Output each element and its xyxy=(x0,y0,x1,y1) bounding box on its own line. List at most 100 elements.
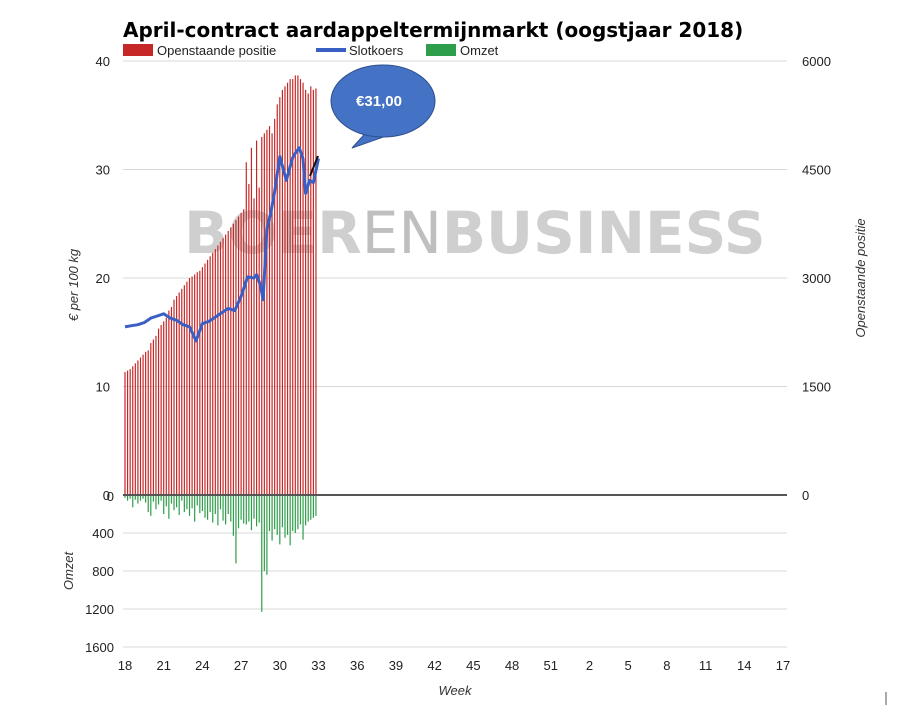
openstaande-bar xyxy=(186,281,188,495)
openstaande-bar xyxy=(315,88,317,495)
omzet-bars xyxy=(124,495,317,612)
x-tick: 39 xyxy=(389,658,403,673)
left-axis-ticks: 0 10 20 30 40 xyxy=(96,54,110,503)
openstaande-bar xyxy=(181,288,183,495)
openstaande-bar xyxy=(243,209,245,496)
omzet-bar xyxy=(245,495,247,525)
omzet-bar xyxy=(256,495,258,527)
omzet-bar xyxy=(302,495,304,540)
y-right-tick: 4500 xyxy=(802,163,831,178)
omzet-bar xyxy=(243,495,245,524)
y-omzet-tick: 1600 xyxy=(85,640,114,655)
openstaande-bar xyxy=(196,272,198,495)
omzet-bar xyxy=(310,495,312,520)
omzet-bar xyxy=(227,495,229,514)
omzet-bar xyxy=(299,495,302,525)
omzet-bar xyxy=(155,495,157,510)
x-tick: 11 xyxy=(699,658,713,673)
openstaande-bar xyxy=(222,238,224,495)
omzet-bar xyxy=(312,495,314,518)
y-right-tick: 3000 xyxy=(802,271,831,286)
omzet-bar xyxy=(230,495,232,522)
openstaande-bar xyxy=(305,89,307,495)
y-left-tick: 20 xyxy=(96,271,110,286)
x-tick: 42 xyxy=(427,658,441,673)
omzet-bar xyxy=(250,495,253,531)
omzet-bar xyxy=(168,495,170,519)
omzet-bar xyxy=(137,495,139,504)
openstaande-bar xyxy=(126,370,129,495)
legend-label-slotkoers: Slotkoers xyxy=(349,43,404,58)
y-right-label: Openstaande positie xyxy=(853,218,868,337)
x-axis-ticks: 18 21 24 27 30 33 36 39 42 45 48 51 2 5 8 11 14 17 xyxy=(118,658,790,673)
price-callout: €31,00 xyxy=(330,64,436,149)
omzet-bar xyxy=(271,495,273,541)
legend-label-openstaande: Openstaande positie xyxy=(157,43,276,58)
omzet-bar xyxy=(201,495,204,512)
omzet-bar xyxy=(232,495,234,536)
openstaande-bar xyxy=(124,372,126,495)
openstaande-bar xyxy=(250,147,253,496)
x-tick: 2 xyxy=(586,658,593,673)
x-tick: 17 xyxy=(776,658,790,673)
y-left-tick: 40 xyxy=(96,54,110,69)
openstaande-bar xyxy=(206,259,209,495)
omzet-bar xyxy=(284,495,286,538)
openstaande-bar xyxy=(168,310,170,495)
omzet-bar xyxy=(297,495,299,530)
openstaande-bar xyxy=(292,79,294,495)
omzet-bar xyxy=(134,495,136,500)
omzet-bar xyxy=(292,495,294,532)
x-tick: 21 xyxy=(156,658,170,673)
openstaande-bar xyxy=(237,216,240,495)
openstaande-bar xyxy=(225,234,227,495)
openstaande-bar xyxy=(204,263,206,495)
openstaande-bar xyxy=(248,183,250,495)
openstaande-bar xyxy=(194,274,196,495)
openstaande-bar xyxy=(219,241,222,495)
openstaande-bar xyxy=(307,93,309,496)
openstaande-bar xyxy=(142,354,144,495)
omzet-bar xyxy=(170,495,173,504)
omzet-bar xyxy=(183,495,185,513)
slotkoers-line xyxy=(124,146,320,343)
x-tick: 14 xyxy=(737,658,751,673)
y-left-tick: 0 xyxy=(103,488,110,503)
openstaande-bar xyxy=(132,366,134,495)
openstaande-bar xyxy=(160,325,162,495)
legend-swatch-openstaande xyxy=(123,44,153,56)
openstaande-bar xyxy=(191,276,193,495)
openstaande-bar xyxy=(150,343,152,495)
omzet-bar xyxy=(276,495,278,535)
openstaande-bar xyxy=(139,357,142,495)
openstaande-bar xyxy=(253,198,255,495)
y-right-tick: 1500 xyxy=(802,380,831,395)
openstaande-bar xyxy=(276,104,278,496)
y-omzet-tick: 1200 xyxy=(85,602,114,617)
x-tick: 8 xyxy=(663,658,670,673)
omzet-bar xyxy=(266,495,268,575)
openstaande-bar xyxy=(173,299,175,495)
openstaande-bar xyxy=(147,350,149,495)
x-tick: 51 xyxy=(544,658,558,673)
openstaande-bar xyxy=(279,97,281,496)
omzet-bar xyxy=(240,495,242,520)
omzet-bar xyxy=(129,495,131,499)
y-omzet-label: Omzet xyxy=(61,550,76,590)
openstaande-bar xyxy=(263,133,265,496)
omzet-bar xyxy=(286,495,289,535)
openstaande-bar xyxy=(183,285,185,495)
omzet-bar xyxy=(261,495,263,612)
openstaande-bar xyxy=(261,136,263,495)
openstaande-bar xyxy=(157,328,160,495)
openstaande-bar xyxy=(134,363,136,495)
omzet-bar xyxy=(219,495,222,510)
openstaande-bar xyxy=(145,351,147,495)
y-right-tick: 0 xyxy=(802,488,809,503)
omzet-bar xyxy=(157,495,160,505)
omzet-bar xyxy=(248,495,250,522)
omzet-bar xyxy=(145,495,147,503)
openstaande-bar xyxy=(310,86,312,496)
x-tick: 5 xyxy=(625,658,632,673)
